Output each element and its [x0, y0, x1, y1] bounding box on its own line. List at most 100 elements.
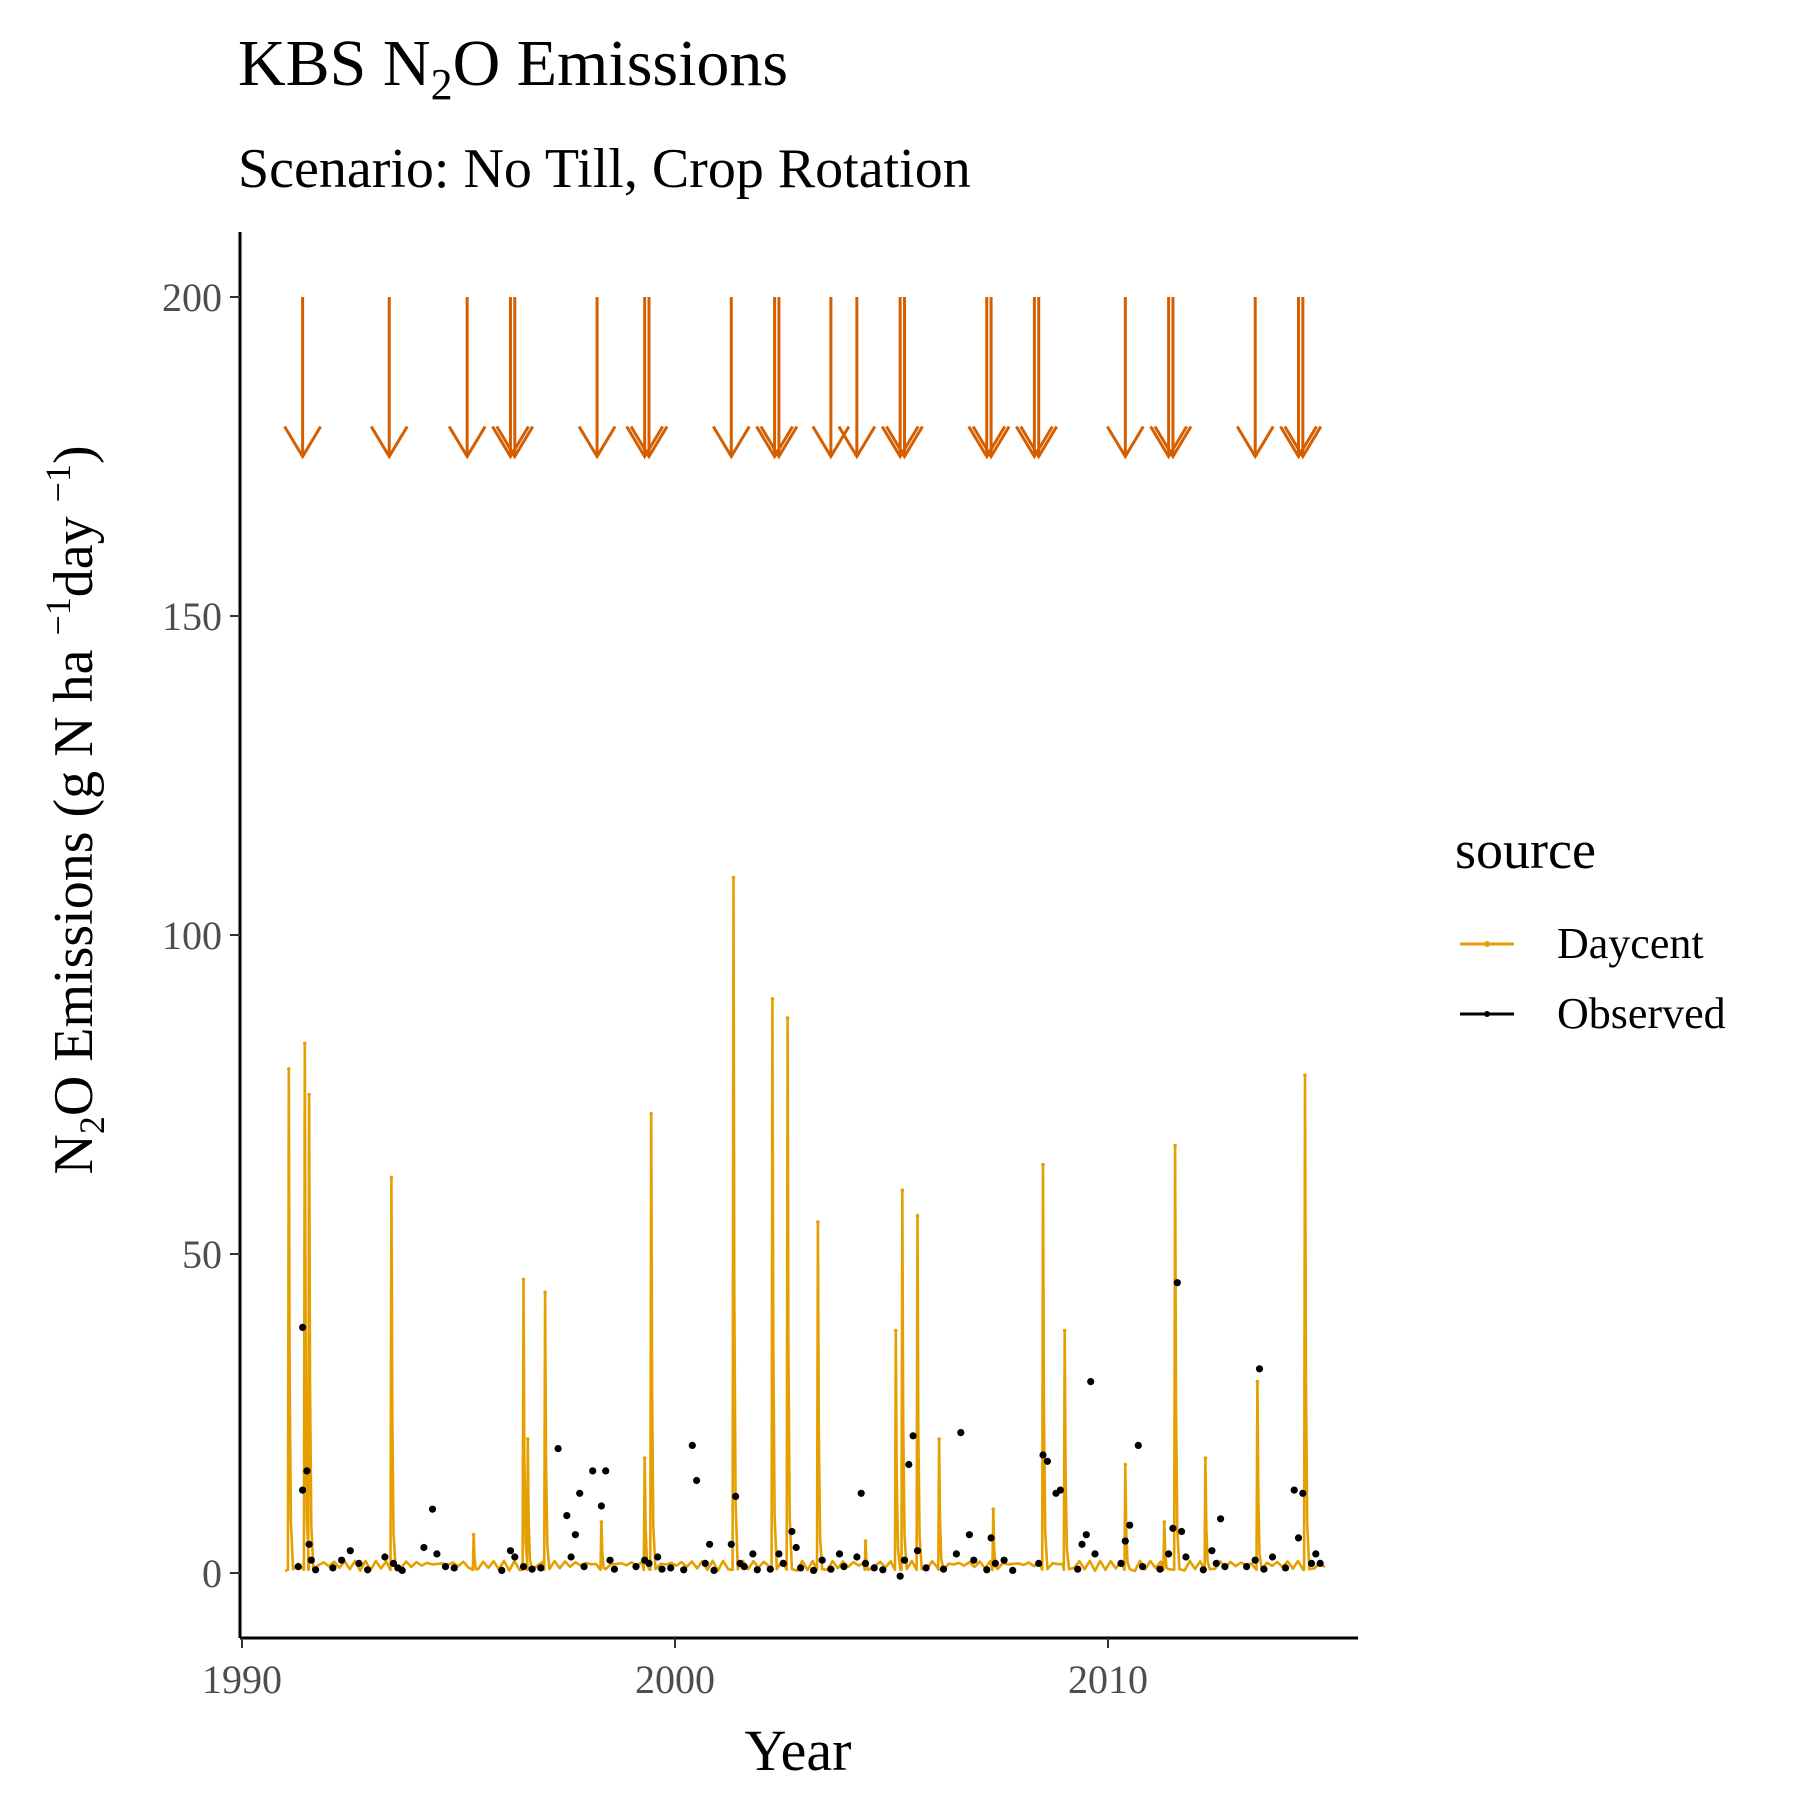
observed-point — [645, 1559, 653, 1567]
observed-point — [909, 1432, 917, 1440]
observed-point — [1268, 1553, 1277, 1561]
observed-point — [1294, 1534, 1303, 1542]
observed-point — [329, 1564, 337, 1572]
y-tick-label: 0 — [202, 1551, 222, 1596]
observed-point — [840, 1563, 848, 1571]
arrow-head — [491, 425, 530, 460]
daycent-peak-point — [1123, 1462, 1128, 1467]
daycent-peak-point — [471, 1532, 476, 1537]
fertilizer-arrow — [1015, 297, 1054, 460]
observed-point — [710, 1566, 718, 1574]
observed-point — [632, 1563, 640, 1571]
observed-point — [381, 1553, 389, 1561]
observed-point — [428, 1505, 437, 1513]
observed-point — [1182, 1553, 1190, 1561]
chart-subtitle: Scenario: No Till, Crop Rotation — [238, 138, 971, 200]
arrow-head — [1153, 425, 1193, 460]
daycent-peak-point — [937, 1437, 941, 1441]
x-tick-label: 1990 — [202, 1657, 282, 1702]
fertilizer-arrow — [967, 297, 1007, 460]
observed-point — [1212, 1559, 1220, 1567]
observed-point — [1169, 1524, 1177, 1532]
observed-series — [294, 1279, 1324, 1580]
daycent-peak-point — [1041, 1162, 1045, 1167]
observed-point — [511, 1553, 519, 1561]
observed-point — [1221, 1563, 1229, 1571]
observed-point — [779, 1559, 787, 1567]
legend: source Daycent Observed — [1455, 820, 1726, 1038]
arrow-head — [369, 425, 409, 460]
observed-point — [870, 1564, 878, 1572]
observed-point — [753, 1566, 761, 1574]
legend-label-daycent: Daycent — [1557, 919, 1704, 968]
legend-label-observed: Observed — [1557, 989, 1726, 1038]
observed-point — [1156, 1565, 1164, 1573]
y-tick-label: 200 — [162, 275, 222, 320]
arrow-head — [712, 425, 751, 460]
observed-point — [1199, 1566, 1207, 1574]
daycent-peak-point — [642, 1456, 647, 1460]
observed-point — [1078, 1540, 1086, 1548]
observed-point — [528, 1565, 536, 1573]
observed-point — [389, 1559, 398, 1567]
daycent-peak-point — [991, 1507, 996, 1511]
fertilizer-arrow — [369, 297, 409, 460]
x-tick-label: 2000 — [635, 1657, 715, 1702]
fertilizer-arrow — [1235, 297, 1275, 460]
daycent-peak-point — [649, 1111, 653, 1116]
observed-point — [1074, 1565, 1082, 1573]
fertilizer-arrow — [880, 297, 920, 460]
observed-point — [810, 1566, 818, 1574]
arrow-head — [967, 425, 1007, 460]
observed-point — [701, 1559, 709, 1567]
daycent-peak-point — [307, 1092, 311, 1097]
observed-point — [1165, 1550, 1173, 1558]
legend-key-observed-point — [1484, 1011, 1490, 1017]
observed-point — [1043, 1457, 1051, 1465]
observed-point — [294, 1563, 302, 1571]
observed-point — [1000, 1556, 1008, 1564]
fertilizer-arrow — [625, 297, 664, 460]
observed-point — [364, 1566, 372, 1574]
observed-point — [346, 1547, 354, 1555]
observed-point — [312, 1566, 320, 1574]
observed-point — [1316, 1559, 1324, 1567]
daycent-line — [284, 876, 1326, 1573]
observed-point — [1290, 1486, 1298, 1494]
fertilizer-arrow — [971, 297, 1011, 460]
arrow-head — [759, 425, 799, 460]
daycent-peak-point — [389, 1175, 394, 1180]
daycent-peak-point — [770, 997, 775, 1001]
daycent-peak-point — [894, 1328, 898, 1333]
observed-point — [1134, 1441, 1142, 1449]
daycent-peak-point — [1162, 1520, 1167, 1524]
daycent-peak-point — [1173, 1143, 1177, 1148]
observed-point — [398, 1566, 406, 1574]
observed-point — [580, 1563, 588, 1571]
arrow-head — [283, 425, 322, 460]
observed-point — [970, 1556, 978, 1564]
fertilizer-arrow — [283, 297, 322, 460]
chart-title: KBS N2O Emissions — [238, 27, 788, 109]
daycent-peak-point — [543, 1290, 547, 1295]
daycent-peak-point — [915, 1213, 920, 1218]
observed-point — [1299, 1489, 1307, 1497]
observed-point — [896, 1572, 904, 1580]
observed-point — [1087, 1378, 1095, 1386]
observed-point — [861, 1559, 870, 1567]
daycent-peak-point — [521, 1277, 526, 1282]
fertilizer-arrow — [755, 297, 794, 460]
fertilizer-arrow — [1279, 297, 1318, 460]
observed-point — [307, 1556, 315, 1564]
observed-point — [1117, 1559, 1125, 1567]
daycent-peak-point — [525, 1437, 530, 1441]
observed-point — [766, 1565, 774, 1573]
daycent-peak-point — [302, 1041, 307, 1046]
arrow-head — [1106, 425, 1145, 460]
daycent-peak-point — [1255, 1379, 1260, 1384]
observed-point — [589, 1467, 597, 1475]
observed-point — [1082, 1531, 1090, 1539]
y-tick-label: 150 — [162, 594, 222, 639]
observed-point — [1281, 1564, 1290, 1572]
daycent-peak-point — [1062, 1328, 1067, 1333]
